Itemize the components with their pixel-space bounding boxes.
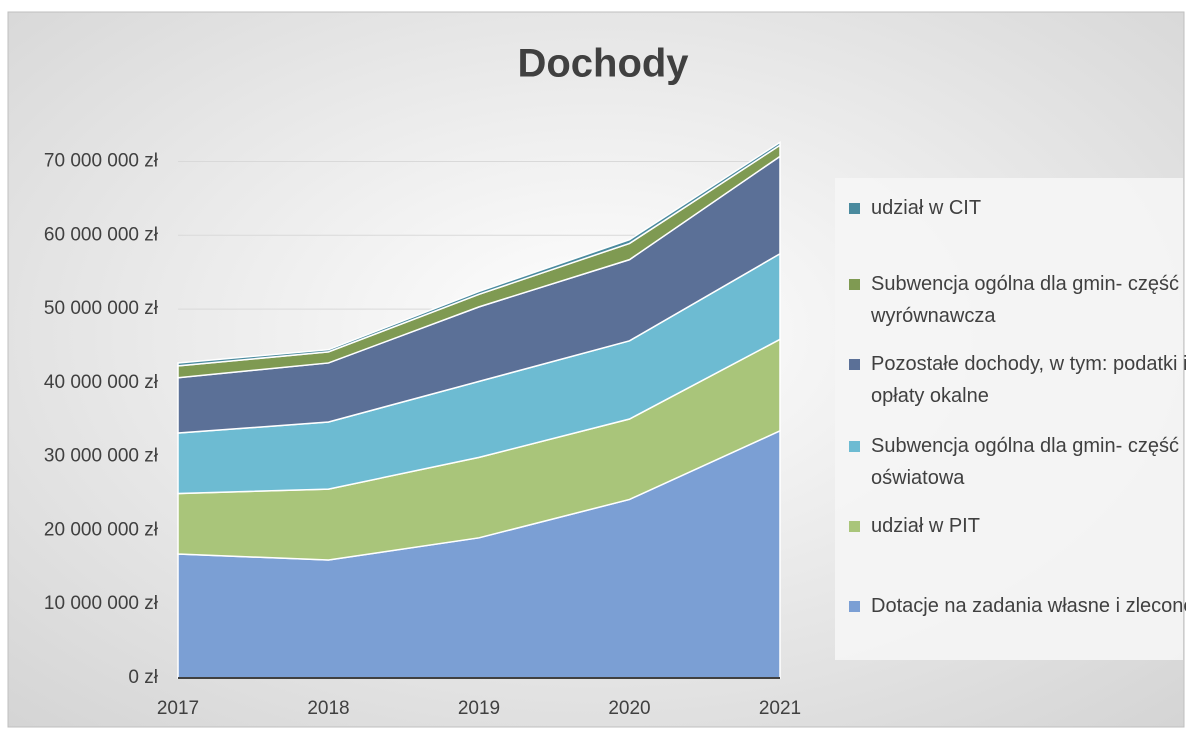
legend-entry: Pozostałe dochody, w tym: podatki i opła… <box>849 348 1186 412</box>
x-tick-label: 2017 <box>157 698 199 719</box>
area <box>177 140 781 367</box>
y-tick-label: 50 000 000 zł <box>44 298 159 319</box>
legend-entry: Subwencja ogólna dla gmin- część oświato… <box>849 430 1186 494</box>
legend-swatch <box>849 203 860 214</box>
y-tick-label: 0 zł <box>128 667 158 688</box>
y-tick-label: 20 000 000 zł <box>44 519 159 540</box>
legend: udział w CIT Subwencja ogólna dla gmin- c… <box>835 178 1186 660</box>
x-tick-label: 2018 <box>307 698 349 719</box>
legend-label: udział w CIT <box>871 197 982 219</box>
y-tick-label: 60 000 000 zł <box>44 224 159 245</box>
legend-swatch <box>849 521 860 532</box>
legend-swatch <box>849 359 860 370</box>
legend-label: Dotacje na zadania własne i zlecone <box>871 595 1186 617</box>
legend-label: Subwencja ogólna dla gmin- część wyrówna… <box>871 273 1179 327</box>
legend-swatch <box>849 279 860 290</box>
y-tick-label: 70 000 000 zł <box>44 151 159 172</box>
legend-label: udział w PIT <box>871 515 980 537</box>
chart-title: Dochody <box>517 42 689 86</box>
legend-swatch <box>849 601 860 612</box>
y-tick-label: 30 000 000 zł <box>44 446 159 467</box>
legend-entry: Dotacje na zadania własne i zlecone <box>849 590 1186 622</box>
x-tick-label: 2021 <box>759 698 801 719</box>
legend-entry: Subwencja ogólna dla gmin- część wyrówna… <box>849 268 1186 332</box>
x-tick-label: 2020 <box>608 698 650 719</box>
legend-entry: udział w PIT <box>849 510 1186 542</box>
legend-label: Pozostałe dochody, w tym: podatki i opła… <box>871 353 1186 407</box>
x-tick-label: 2019 <box>458 698 500 719</box>
legend-swatch <box>849 441 860 452</box>
y-tick-label: 10 000 000 zł <box>44 593 159 614</box>
y-tick-label: 40 000 000 zł <box>44 372 159 393</box>
legend-label: Subwencja ogólna dla gmin- część oświato… <box>871 435 1179 489</box>
legend-entry: udział w CIT <box>849 192 1186 224</box>
